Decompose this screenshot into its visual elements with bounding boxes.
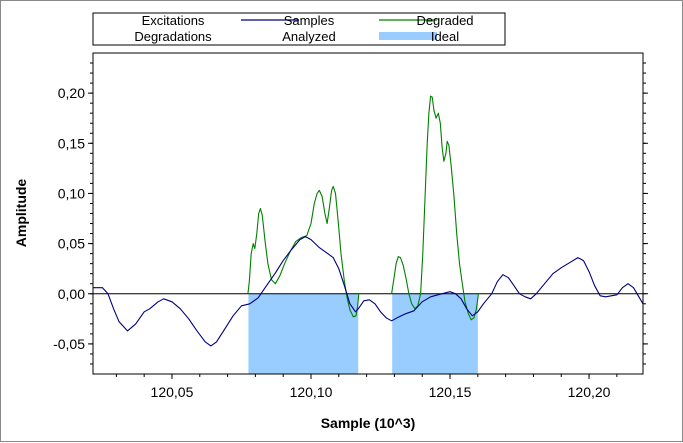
legend-swatch-ideal [379,32,437,40]
ideal-region-1 [392,293,478,374]
legend-label-analyzed: Analyzed [282,29,335,44]
y-tick-label: 0,00 [58,286,85,302]
y-tick-label: 0,10 [58,185,85,201]
ideal-regions [248,293,478,374]
y-axis-title: Amplitude [13,179,29,248]
legend: Excitations Samples Degraded Degradations An… [92,12,506,46]
legend-label-ideal: Ideal [431,29,459,44]
legend-label-excitations: Excitations [142,13,205,28]
x-tick-label: 120,05 [151,384,194,400]
x-tick-label: 120,15 [429,384,472,400]
y-tick-label: 0,15 [58,135,85,151]
series-degraded-line-1 [247,185,360,318]
legend-label-samples: Samples [284,13,335,28]
x-tick-label: 120,20 [568,384,611,400]
y-tick-label: 0,20 [58,85,85,101]
series-lines [93,95,644,347]
legend-label-degraded: Degraded [416,13,473,28]
legend-label-degradations: Degradations [134,29,212,44]
y-tick-label: 0,05 [58,236,85,252]
plot-area: 0,200,150,100,050,00-0,05 120,05 120,10 12… [53,52,648,400]
x-axis-title: Sample (10^3) [321,415,416,431]
series-samples-line-0 [93,236,644,347]
series-degraded-line-2 [391,95,479,321]
y-axis-ticks: 0,20 0,15 0,10 0,05 0,00 -0,05 [53,62,648,365]
x-axis-ticks: 120,05 120,10 120,15 120,20 [115,374,618,400]
ideal-region-0 [248,293,359,374]
y-tick-label: -0,05 [53,336,85,352]
x-tick-label: 120,10 [290,384,333,400]
plot-background [93,53,643,374]
